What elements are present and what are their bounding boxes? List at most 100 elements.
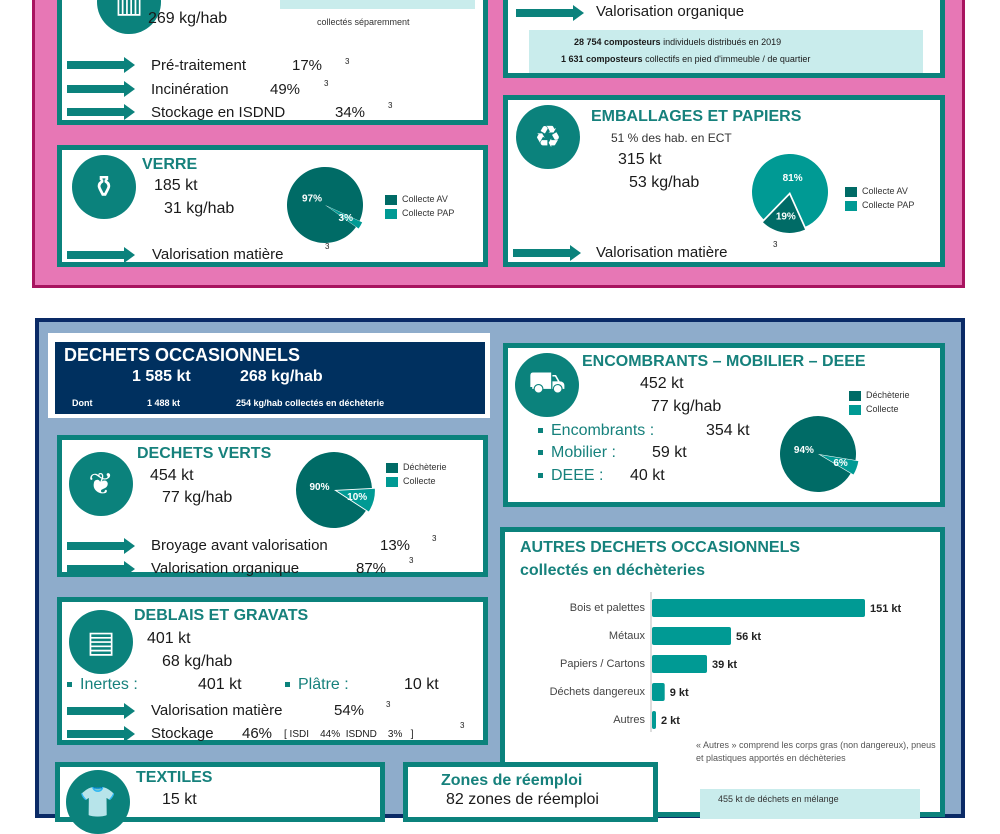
- omr-row-pct: 49%: [270, 81, 301, 98]
- bar: [652, 627, 731, 645]
- autres-bar-chart: Bois et palettes 151 kt Métaux 56 kt Papiers…: [550, 592, 902, 732]
- furniture-icon: ⛟: [515, 353, 579, 417]
- occasionnels-kt: 1 585 kt: [132, 368, 191, 385]
- autres-note: « Autres » comprend les corps gras (non …: [696, 740, 936, 763]
- footnote-ref: 3: [325, 242, 330, 251]
- encombrants-pie-chart: 94% 6%: [780, 416, 859, 492]
- bar-category-label: Autres: [613, 714, 645, 726]
- footnote-ref: 3: [460, 721, 465, 730]
- pie-slice-collecte: [820, 455, 859, 475]
- arrow-icon: [67, 538, 135, 554]
- verre-kt: 185 kt: [154, 177, 198, 194]
- footnote-ref: 3: [432, 534, 437, 543]
- autres-subtitle: collectés en déchèteries: [520, 562, 705, 579]
- bar-value-label: 151 kt: [870, 603, 902, 615]
- platre-item: Plâtre :: [285, 676, 349, 694]
- bar-category-label: Métaux: [609, 630, 646, 642]
- emballages-kg-hab: 53 kg/hab: [629, 174, 700, 191]
- deblais-stockage-detail: [ ISDI 44% ISDND 3% ]: [284, 729, 414, 740]
- arrow-icon: [67, 703, 135, 719]
- deblais-title: DEBLAIS ET GRAVATS: [134, 607, 309, 624]
- pie-slice-collecte-av: [287, 166, 363, 243]
- recycle-icon: ♻: [516, 105, 580, 169]
- verts-row-pct: 13%: [380, 537, 411, 554]
- pie-slice-collecte-av: [762, 194, 806, 233]
- pie-slice-collecte-pap: [327, 206, 363, 229]
- deblais-kt: 401 kt: [147, 630, 191, 647]
- pie-slice-d-ch-terie: [780, 416, 856, 492]
- bar-value-label: 2 kt: [661, 715, 680, 727]
- composteurs-box: 28 754 composteurs individuels distribué…: [529, 30, 923, 73]
- bricks-icon: ▤: [69, 610, 133, 674]
- pie-label: 3%: [339, 213, 354, 224]
- pie-label: 19%: [776, 212, 796, 223]
- omr-kg-hab: 269 kg/hab: [148, 10, 228, 27]
- bar-value-label: 56 kt: [736, 631, 761, 643]
- verts-card: ❦ DECHETS VERTS 454 kt 77 kg/hab 90% 10% …: [57, 435, 488, 577]
- verts-kg-hab: 77 kg/hab: [162, 489, 233, 506]
- encombrants-item: DEEE :: [538, 467, 603, 485]
- bar-value-label: 39 kt: [712, 659, 737, 671]
- autres-title: AUTRES DECHETS OCCASIONNELS: [520, 539, 801, 556]
- bar: [652, 655, 708, 673]
- emballages-pie-chart: 81% 19%: [752, 154, 828, 233]
- deblais-valorisation-pct: 54%: [334, 702, 365, 719]
- bar-category-label: Bois et palettes: [570, 602, 646, 614]
- verre-legend: Collecte AV Collecte PAP: [385, 192, 454, 220]
- textiles-title: TEXTILES: [136, 769, 213, 786]
- omr-row-pct: 34%: [335, 104, 366, 121]
- zones-card: Zones de réemploi 82 zones de réemploi: [403, 762, 658, 822]
- emballages-ect: 51 % des hab. en ECT: [611, 131, 732, 145]
- deblais-stockage-pct: 46%: [242, 725, 273, 742]
- emballages-kt: 315 kt: [618, 151, 662, 168]
- footnote-ref: 3: [773, 240, 778, 249]
- encombrants-item: Encombrants :: [538, 422, 654, 440]
- verre-card: ⚱ VERRE 185 kt 31 kg/hab 97% 3% Collecte …: [57, 145, 488, 267]
- arrow-icon: [67, 726, 135, 742]
- deblais-valorisation: Valorisation matière: [151, 702, 283, 719]
- occasionnels-dont: Dont: [72, 398, 93, 408]
- biodechets-card: Valorisation organique 28 754 composteur…: [503, 0, 945, 78]
- arrow-icon: [513, 245, 581, 261]
- textiles-card: 👕 TEXTILES 15 kt: [55, 762, 385, 834]
- occasionnels-dont-kt: 1 488 kt: [147, 398, 181, 408]
- footnote-ref: 3: [386, 700, 391, 709]
- encombrants-item-value: 59 kt: [652, 444, 687, 461]
- verts-row-label: Broyage avant valorisation: [151, 537, 328, 554]
- encombrants-card: ⛟ ENCOMBRANTS – MOBILIER – DEEE 452 kt 7…: [503, 343, 945, 507]
- occasionnels-kg-hab: 268 kg/hab: [240, 368, 323, 385]
- footnote-ref: 3: [345, 57, 350, 66]
- occasionnels-dont-detail: 254 kg/hab collectés en déchèterie: [236, 398, 385, 408]
- arrow-icon: [67, 104, 135, 120]
- textiles-kt: 15 kt: [162, 791, 197, 808]
- bar: [652, 599, 865, 617]
- arrow-icon: [67, 57, 135, 73]
- bio-valorisation: Valorisation organique: [596, 3, 745, 20]
- pie-label: 10%: [347, 492, 367, 503]
- verts-title: DECHETS VERTS: [137, 445, 272, 462]
- bar-category-label: Déchets dangereux: [550, 686, 646, 698]
- omr-row-pct: 17%: [292, 57, 323, 74]
- pie-label: 90%: [310, 482, 330, 493]
- verts-pie-chart: 90% 10%: [296, 452, 375, 528]
- melange-text: 455 kt de déchets en mélange: [718, 794, 839, 804]
- deblais-card: ▤ DEBLAIS ET GRAVATS 401 kt 68 kg/hab In…: [57, 597, 488, 745]
- verts-legend: Déchèterie Collecte: [386, 460, 447, 488]
- arrow-icon: [67, 247, 135, 263]
- omr-note: collectés séparemment: [317, 17, 410, 27]
- occasionnels-header: DECHETS OCCASIONNELS 1 585 kt 268 kg/hab…: [55, 342, 485, 414]
- verts-kt: 454 kt: [150, 467, 194, 484]
- omr-row-label: Incinération: [151, 81, 229, 98]
- encombrants-item-value: 354 kt: [706, 422, 750, 439]
- inertes-item: Inertes :: [67, 676, 138, 694]
- leaf-icon: ❦: [69, 452, 133, 516]
- deblais-kg-hab: 68 kg/hab: [162, 653, 233, 670]
- composteurs-line-1: 28 754 composteurs individuels distribué…: [574, 37, 782, 47]
- encombrants-legend: Déchèterie Collecte: [849, 388, 910, 416]
- verre-pie-chart: 97% 3%: [287, 166, 363, 243]
- platre-value: 10 kt: [404, 676, 439, 693]
- footnote-ref: 3: [388, 101, 393, 110]
- arrow-icon: [516, 5, 584, 21]
- emballages-card: ♻ EMBALLAGES ET PAPIERS 51 % des hab. en…: [503, 95, 945, 267]
- melange-box: 455 kt de déchets en mélange: [700, 789, 920, 819]
